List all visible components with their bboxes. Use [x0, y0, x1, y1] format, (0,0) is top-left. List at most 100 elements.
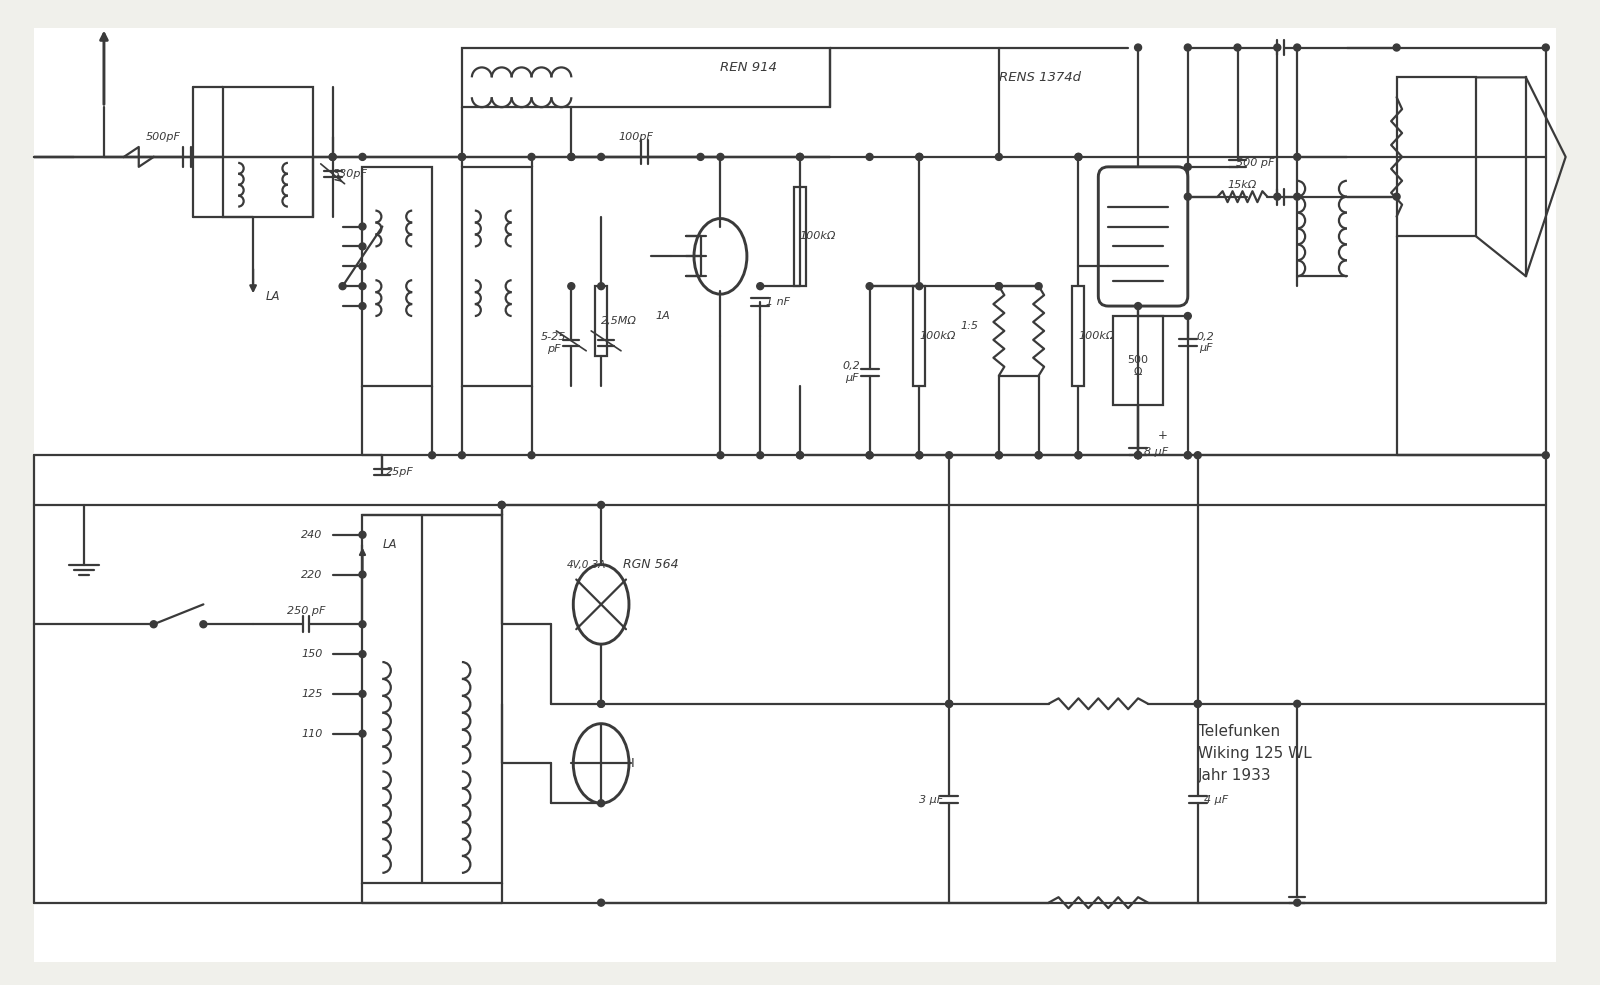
Circle shape: [866, 452, 874, 459]
Circle shape: [1294, 44, 1301, 51]
Circle shape: [1194, 700, 1202, 707]
Circle shape: [568, 154, 574, 161]
Circle shape: [1184, 452, 1192, 459]
Circle shape: [797, 154, 803, 161]
Circle shape: [797, 452, 803, 459]
Text: 150: 150: [301, 649, 323, 659]
Text: 100kΩ: 100kΩ: [1078, 331, 1115, 341]
Text: 15kΩ: 15kΩ: [1227, 179, 1258, 190]
Bar: [595, 287, 606, 356]
Bar: [1397, 78, 1477, 236]
Text: 1 nF: 1 nF: [766, 297, 790, 307]
Text: 5-25
pF: 5-25 pF: [541, 332, 566, 354]
Text: 250 pF: 250 pF: [286, 607, 325, 617]
Circle shape: [528, 154, 534, 161]
Text: 1:5: 1:5: [960, 321, 978, 331]
Text: 500 pF: 500 pF: [1237, 159, 1275, 168]
Circle shape: [1294, 899, 1301, 906]
Circle shape: [598, 800, 605, 807]
Circle shape: [995, 452, 1002, 459]
Circle shape: [358, 243, 366, 250]
Text: RENS 1374d: RENS 1374d: [998, 71, 1082, 84]
Circle shape: [946, 452, 952, 459]
Text: 3 µF: 3 µF: [918, 795, 944, 805]
Circle shape: [717, 154, 723, 161]
Circle shape: [459, 452, 466, 459]
Text: 110: 110: [301, 729, 323, 739]
Circle shape: [995, 283, 1002, 290]
Circle shape: [498, 501, 506, 508]
Text: +: +: [1158, 428, 1168, 442]
Text: 4 µF: 4 µF: [1203, 795, 1227, 805]
Circle shape: [915, 154, 923, 161]
Text: REN 914: REN 914: [720, 61, 778, 74]
Bar: [914, 287, 925, 385]
Circle shape: [200, 621, 206, 627]
Text: 240: 240: [301, 530, 323, 540]
Circle shape: [1134, 44, 1141, 51]
Circle shape: [598, 700, 605, 707]
Circle shape: [1194, 700, 1202, 707]
Bar: [1114, 316, 1163, 406]
Circle shape: [1234, 44, 1242, 51]
Circle shape: [757, 452, 763, 459]
Circle shape: [330, 154, 336, 161]
Circle shape: [358, 302, 366, 309]
Circle shape: [866, 452, 874, 459]
Circle shape: [598, 283, 605, 290]
Circle shape: [1274, 44, 1280, 51]
Bar: [363, 166, 432, 385]
Text: 0,2
µF: 0,2 µF: [843, 361, 861, 383]
Text: Telefunken
Wiking 125 WL
Jahr 1933: Telefunken Wiking 125 WL Jahr 1933: [1198, 724, 1312, 783]
Circle shape: [1542, 452, 1549, 459]
Circle shape: [358, 154, 366, 161]
Circle shape: [358, 621, 366, 627]
Circle shape: [1194, 452, 1202, 459]
Circle shape: [339, 283, 346, 290]
Text: LA: LA: [382, 538, 397, 552]
Circle shape: [1035, 452, 1042, 459]
Circle shape: [866, 154, 874, 161]
Text: RGN 564: RGN 564: [622, 558, 678, 571]
Bar: [794, 187, 806, 287]
Circle shape: [915, 452, 923, 459]
Text: LA: LA: [266, 290, 280, 302]
Text: I: I: [630, 756, 635, 770]
Text: 100kΩ: 100kΩ: [800, 231, 837, 241]
Circle shape: [598, 899, 605, 906]
Circle shape: [1134, 302, 1141, 309]
Circle shape: [528, 452, 534, 459]
Circle shape: [358, 690, 366, 697]
Text: 2,5MΩ: 2,5MΩ: [602, 316, 637, 326]
Text: 4V,0,3A: 4V,0,3A: [566, 559, 606, 569]
Circle shape: [358, 571, 366, 578]
Circle shape: [150, 621, 157, 627]
Circle shape: [358, 223, 366, 230]
Bar: [462, 166, 531, 385]
Bar: [462, 47, 830, 107]
Circle shape: [358, 263, 366, 270]
Circle shape: [946, 700, 952, 707]
Circle shape: [1075, 452, 1082, 459]
Circle shape: [757, 283, 763, 290]
Circle shape: [797, 154, 803, 161]
Circle shape: [1184, 44, 1192, 51]
Circle shape: [459, 154, 466, 161]
Circle shape: [1294, 193, 1301, 200]
Circle shape: [568, 154, 574, 161]
Circle shape: [717, 452, 723, 459]
Circle shape: [1184, 193, 1192, 200]
Circle shape: [1035, 283, 1042, 290]
Circle shape: [358, 730, 366, 737]
Circle shape: [498, 501, 506, 508]
Circle shape: [358, 531, 366, 538]
Text: 0,2
µF: 0,2 µF: [1197, 332, 1214, 354]
Circle shape: [1294, 154, 1301, 161]
Circle shape: [1184, 164, 1192, 170]
Circle shape: [1075, 154, 1082, 161]
Circle shape: [598, 154, 605, 161]
Circle shape: [1035, 452, 1042, 459]
Text: 8 µF: 8 µF: [1144, 447, 1168, 457]
Circle shape: [1134, 452, 1141, 459]
Circle shape: [995, 452, 1002, 459]
